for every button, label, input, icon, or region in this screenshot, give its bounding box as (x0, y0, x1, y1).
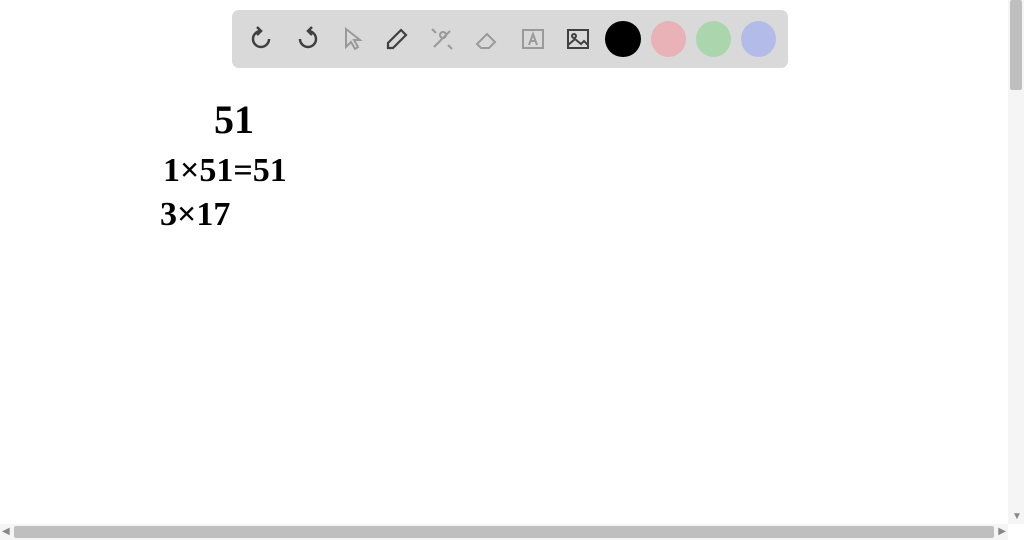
drawing-canvas[interactable]: 51 1×51=51 3×17 (0, 80, 1004, 520)
pencil-icon (382, 24, 412, 54)
toolbar (232, 10, 788, 68)
text-box-button[interactable] (515, 21, 550, 57)
horizontal-scrollbar-thumb[interactable] (14, 526, 994, 538)
tools-button[interactable] (425, 21, 460, 57)
horizontal-scrollbar[interactable]: ◀ ▶ (0, 524, 1008, 540)
eraser-icon (472, 24, 502, 54)
handwriting-line-1: 51 (214, 96, 254, 143)
tools-icon (428, 25, 456, 53)
image-button[interactable] (560, 21, 595, 57)
scroll-left-icon[interactable]: ◀ (2, 526, 10, 537)
color-green[interactable] (696, 21, 731, 57)
text-box-icon (519, 25, 547, 53)
pointer-icon (338, 25, 366, 53)
undo-button[interactable] (244, 21, 279, 57)
vertical-scrollbar[interactable]: ▼ (1008, 0, 1024, 524)
image-icon (564, 25, 592, 53)
handwriting-line-3: 3×17 (160, 196, 230, 234)
color-blue[interactable] (741, 21, 776, 57)
scroll-down-icon[interactable]: ▼ (1012, 511, 1022, 522)
handwriting-line-2: 1×51=51 (163, 152, 287, 190)
redo-icon (292, 24, 322, 54)
pencil-button[interactable] (380, 21, 415, 57)
redo-button[interactable] (289, 21, 324, 57)
pointer-button[interactable] (334, 21, 369, 57)
scroll-right-icon[interactable]: ▶ (998, 526, 1006, 537)
eraser-button[interactable] (470, 21, 505, 57)
vertical-scrollbar-thumb[interactable] (1010, 0, 1022, 90)
color-black[interactable] (605, 21, 640, 57)
undo-icon (247, 24, 277, 54)
color-pink[interactable] (651, 21, 686, 57)
